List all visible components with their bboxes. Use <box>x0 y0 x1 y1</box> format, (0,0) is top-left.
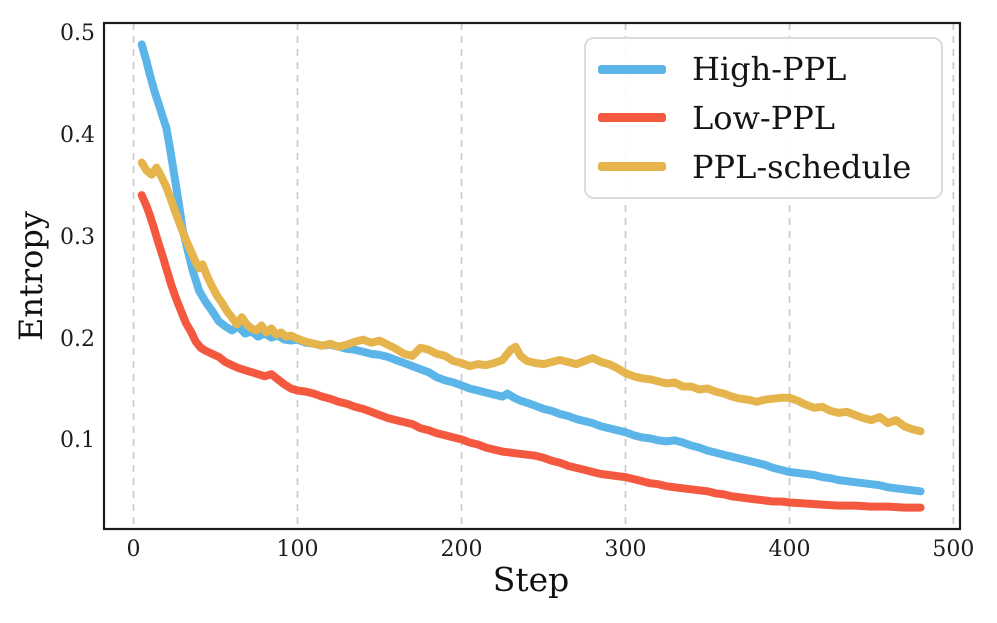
ppl-schedule-line-swatch <box>598 162 666 172</box>
low-ppl-line-swatch <box>598 113 666 123</box>
x-tick-label-400: 400 <box>768 537 811 562</box>
series-line-low-ppl <box>137 191 925 512</box>
legend-item-low-ppl: Low-PPL <box>598 102 935 134</box>
legend-item-high-ppl: High-PPL <box>598 53 935 85</box>
y-tick-label-0.1: 0.1 <box>60 428 95 454</box>
x-tick-label-500: 500 <box>932 537 975 562</box>
y-tick-label-0.2: 0.2 <box>60 326 95 352</box>
legend-label: High-PPL <box>692 50 847 89</box>
series-line-ppl-schedule <box>137 158 925 436</box>
x-axis-label: Step <box>492 560 570 599</box>
series-line-high-ppl <box>137 40 925 496</box>
legend-label: PPL-schedule <box>692 147 912 186</box>
legend-item-ppl-schedule: PPL-schedule <box>598 151 935 183</box>
x-tick-label-200: 200 <box>440 537 483 562</box>
plot-border <box>102 21 962 531</box>
x-tick-label-300: 300 <box>604 537 647 562</box>
legend-label: Low-PPL <box>692 98 836 137</box>
x-tick-label-0: 0 <box>126 537 141 562</box>
legend: High-PPL Low-PPL PPL-schedule <box>584 37 943 199</box>
y-tick-label-0.3: 0.3 <box>60 224 95 250</box>
y-tick-label-0.4: 0.4 <box>60 123 95 148</box>
high-ppl-line-swatch <box>598 64 666 74</box>
y-tick-label-0.5: 0.5 <box>60 21 95 47</box>
x-tick-label-100: 100 <box>276 537 319 562</box>
